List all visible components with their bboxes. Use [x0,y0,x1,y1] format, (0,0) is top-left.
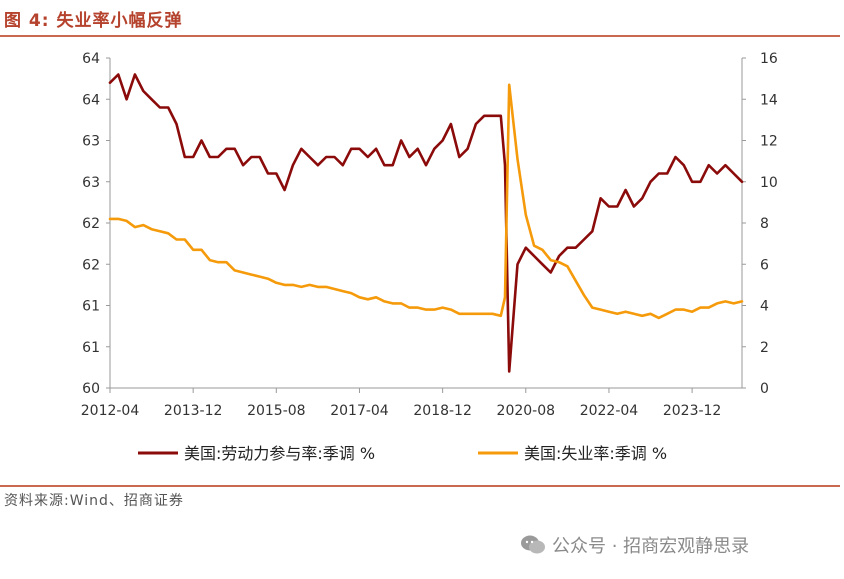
x-tick-label: 2015-08 [247,403,306,419]
x-tick-label: 2017-04 [330,403,389,419]
x-tick-label: 2022-04 [580,403,639,419]
y-right-tick-label: 10 [760,175,778,191]
chart-legend: 美国:劳动力参与率:季调 % 美国:失业率:季调 % [138,444,667,463]
x-tick-label: 2018-12 [413,403,472,419]
x-tick-label: 2023-12 [663,403,722,419]
watermark-text: 公众号 · 招商宏观静思录 [552,536,750,557]
y-right-tick-label: 0 [760,381,769,397]
legend-label-lfpr: 美国:劳动力参与率:季调 % [184,444,375,463]
y-left-tick-label: 63 [82,175,100,191]
chart-series [108,73,744,373]
y-left-tick-label: 62 [82,257,100,273]
y-left-tick-label: 63 [82,134,100,150]
wechat-icon [521,535,545,554]
y-left-tick-label: 60 [82,381,100,397]
watermark: 公众号 · 招商宏观静思录 [520,532,749,558]
x-tick-label: 2012-04 [81,403,140,419]
y-left-tick-label: 62 [82,216,100,232]
y-right-tick-label: 2 [760,340,769,356]
title-rule [0,35,840,37]
x-tick-label: 2020-08 [497,403,556,419]
source-rule [0,485,840,487]
y-left-tick-label: 61 [82,299,100,315]
x-tick-label: 2013-12 [164,403,223,419]
line-chart: 60 61 61 62 62 63 63 64 64 0 2 4 6 8 10 12 14 16 2012-04 20… [81,51,778,463]
y-right-tick-label: 14 [760,92,778,108]
unemployment-series-line [108,83,744,320]
chart-axes: 60 61 61 62 62 63 63 64 64 0 2 4 6 8 10 12 14 16 2012-04 20… [81,51,778,419]
y-right-tick-label: 4 [760,299,769,315]
y-left-tick-label: 61 [82,340,100,356]
y-right-tick-label: 8 [760,216,769,232]
y-left-tick-label: 64 [82,92,100,108]
source-note: 资料来源:Wind、招商证券 [4,493,184,509]
y-right-tick-label: 16 [760,51,778,67]
figure-title: 图 4: 失业率小幅反弹 [4,11,183,31]
y-left-tick-label: 64 [82,51,100,67]
lfpr-series-line [108,73,744,373]
y-right-tick-label: 12 [760,134,778,150]
y-right-tick-label: 6 [760,257,769,273]
legend-label-unemployment: 美国:失业率:季调 % [524,444,667,463]
